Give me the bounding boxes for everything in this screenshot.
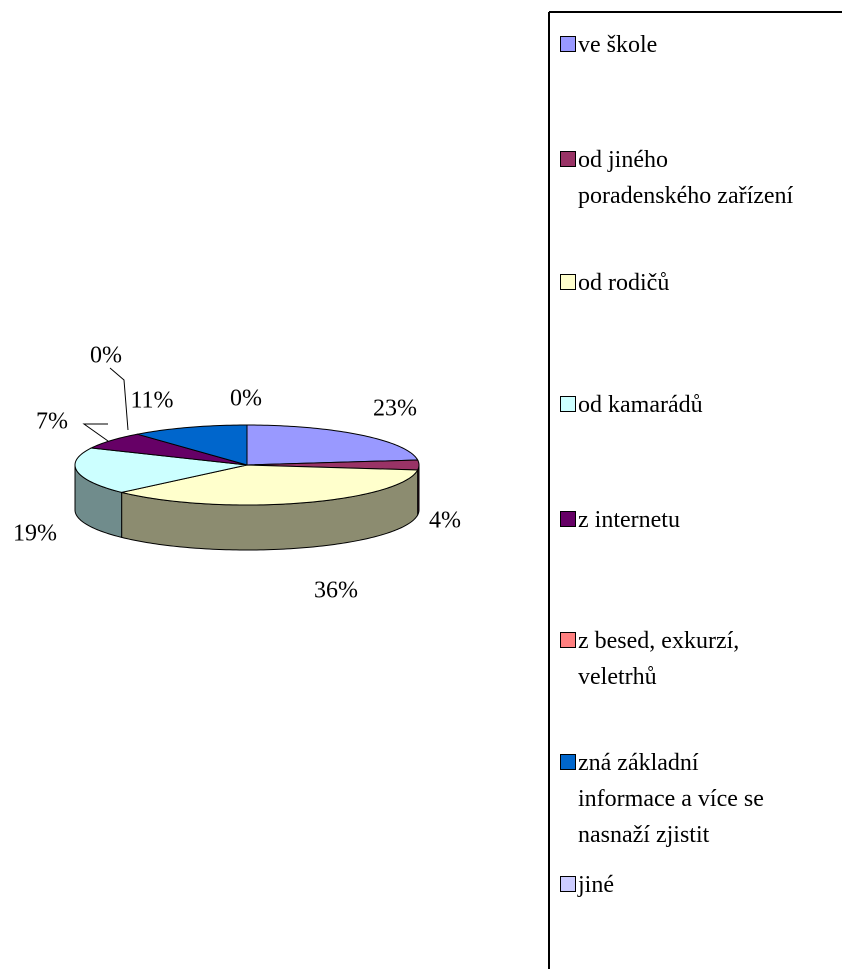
data-label: 19% [13,521,57,547]
legend-swatch [560,151,576,167]
leader-line [82,423,109,442]
legend-swatch [560,632,576,648]
data-label: 11% [130,388,173,414]
legend-label: od jiného poradenského zařízení [578,147,794,209]
data-label: 4% [429,508,461,534]
data-label: 23% [373,396,417,422]
legend-label: ve škole [578,32,658,58]
slice [246,424,419,466]
legend-label: z besed, exkurzí, veletrhů [578,628,740,690]
legend-swatch [560,36,576,52]
slice [246,459,420,471]
data-label: 36% [314,578,358,604]
slice [121,464,419,506]
data-label: 7% [36,409,68,435]
legend-swatch [560,876,576,892]
data-label: 0% [230,386,262,412]
legend-swatch [560,754,576,770]
legend-label: zná základní informace a více se nasnaží… [578,750,764,848]
slice [137,424,248,466]
legend-label: z internetu [578,507,680,533]
data-label: 0% [90,343,122,369]
legend-swatch [560,511,576,527]
leader-line [109,367,129,431]
legend-label: od kamarádů [578,392,703,418]
legend-label: od rodičů [578,270,670,296]
legend-label: jiné [578,872,614,898]
legend-swatch [560,274,576,290]
slice [74,447,248,493]
slice [89,433,248,466]
legend-swatch [560,396,576,412]
